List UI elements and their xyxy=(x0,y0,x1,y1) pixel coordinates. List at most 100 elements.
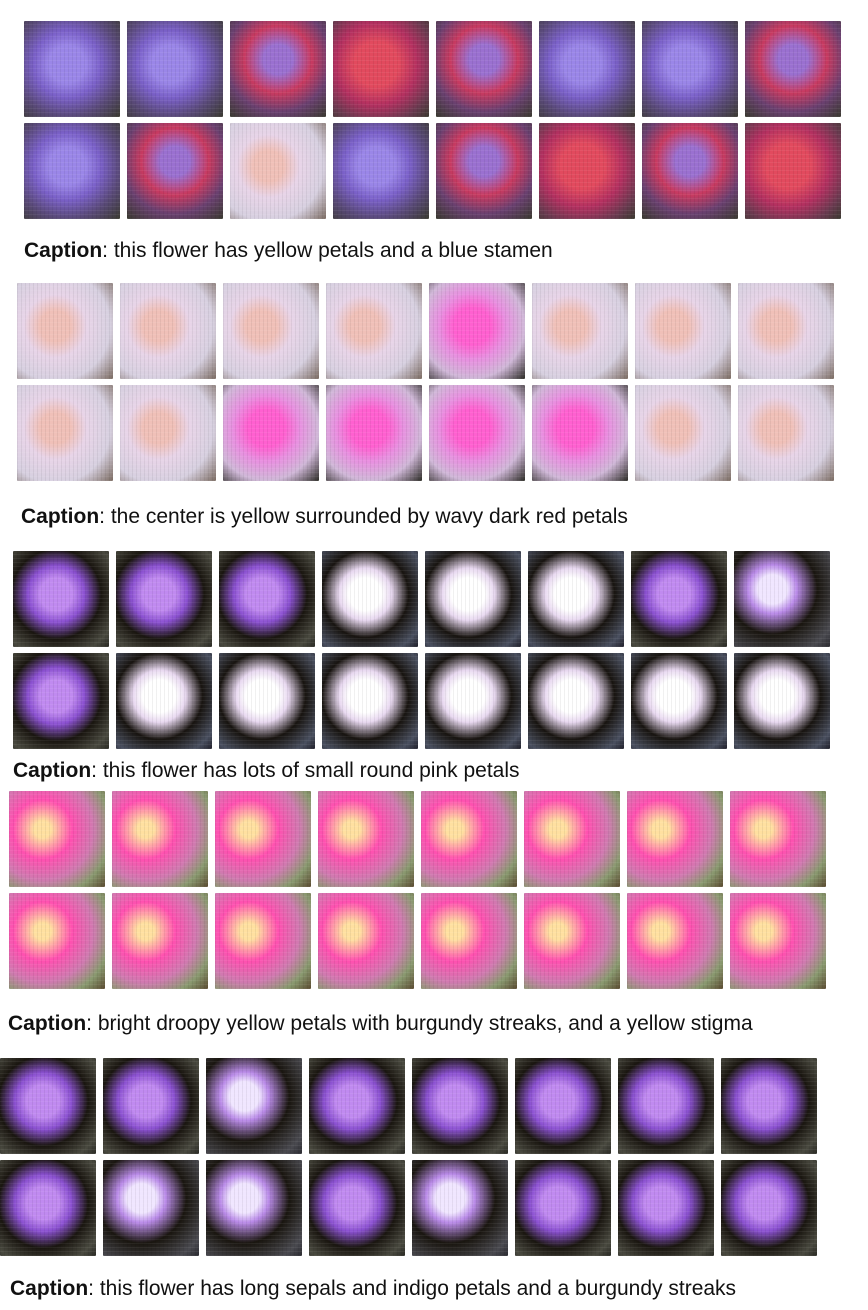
generated-flower-image xyxy=(528,551,624,647)
generated-flower-image xyxy=(318,791,414,887)
caption-label: Caption xyxy=(24,239,102,262)
generated-flower-image xyxy=(515,1058,611,1154)
image-grid xyxy=(24,21,841,219)
generated-flower-image xyxy=(322,653,418,749)
generated-flower-image xyxy=(532,283,628,379)
generated-flower-image xyxy=(539,123,635,219)
generated-flower-image xyxy=(116,653,212,749)
generated-flower-image xyxy=(631,551,727,647)
generated-flower-image xyxy=(326,283,422,379)
generated-flower-image xyxy=(631,653,727,749)
generated-flower-image xyxy=(333,21,429,117)
generated-flower-image xyxy=(309,1058,405,1154)
generated-flower-image xyxy=(24,21,120,117)
generated-flower-image xyxy=(721,1160,817,1256)
generated-flower-image xyxy=(528,653,624,749)
generated-flower-image xyxy=(0,1058,96,1154)
generated-flower-image xyxy=(103,1058,199,1154)
generated-flower-image xyxy=(24,123,120,219)
caption-label: Caption xyxy=(21,505,99,528)
generated-flower-image xyxy=(127,21,223,117)
generated-flower-image xyxy=(215,893,311,989)
generated-flower-image xyxy=(721,1058,817,1154)
caption: Caption: this flower has long sepals and… xyxy=(10,1276,736,1302)
caption: Caption: this flower has yellow petals a… xyxy=(24,238,553,264)
generated-flower-image xyxy=(738,385,834,481)
generated-flower-image xyxy=(206,1058,302,1154)
generated-flower-image xyxy=(532,385,628,481)
generated-flower-image xyxy=(9,893,105,989)
generated-flower-image xyxy=(230,21,326,117)
caption-text: : this flower has lots of small round pi… xyxy=(91,759,519,782)
generated-flower-image xyxy=(618,1160,714,1256)
generated-flower-image xyxy=(618,1058,714,1154)
generated-flower-image xyxy=(425,551,521,647)
generated-flower-image xyxy=(627,893,723,989)
generated-flower-image xyxy=(730,893,826,989)
generated-flower-image xyxy=(412,1160,508,1256)
generated-flower-image xyxy=(13,551,109,647)
generated-flower-image xyxy=(745,123,841,219)
image-grid xyxy=(17,283,834,481)
generated-flower-image xyxy=(223,385,319,481)
generated-flower-image xyxy=(412,1058,508,1154)
image-grid xyxy=(9,791,826,989)
caption-text: : bright droopy yellow petals with burgu… xyxy=(86,1012,753,1035)
generated-flower-image xyxy=(421,791,517,887)
generated-flower-image xyxy=(223,283,319,379)
generated-flower-image xyxy=(524,791,620,887)
generated-flower-image xyxy=(17,385,113,481)
generated-flower-image xyxy=(116,551,212,647)
generated-flower-image xyxy=(219,551,315,647)
generated-flower-image xyxy=(436,21,532,117)
generated-flower-image xyxy=(730,791,826,887)
generated-flower-image xyxy=(309,1160,405,1256)
generated-flower-image xyxy=(9,791,105,887)
generated-flower-image xyxy=(429,385,525,481)
generated-flower-image xyxy=(627,791,723,887)
generated-flower-image xyxy=(13,653,109,749)
generated-flower-image xyxy=(734,551,830,647)
caption-label: Caption xyxy=(8,1012,86,1035)
generated-flower-image xyxy=(429,283,525,379)
generated-flower-image xyxy=(230,123,326,219)
generated-flower-image xyxy=(326,385,422,481)
generated-flower-image xyxy=(215,791,311,887)
generated-flower-image xyxy=(421,893,517,989)
caption-label: Caption xyxy=(10,1277,88,1300)
caption-label: Caption xyxy=(13,759,91,782)
generated-flower-image xyxy=(112,791,208,887)
generated-flower-image xyxy=(112,893,208,989)
caption-text: : the center is yellow surrounded by wav… xyxy=(99,505,628,528)
generated-flower-image xyxy=(515,1160,611,1256)
generated-flower-image xyxy=(642,123,738,219)
generated-flower-image xyxy=(425,653,521,749)
caption: Caption: the center is yellow surrounded… xyxy=(21,504,628,530)
generated-flower-image xyxy=(333,123,429,219)
generated-flower-image xyxy=(635,283,731,379)
generated-flower-image xyxy=(120,385,216,481)
generated-flower-image xyxy=(322,551,418,647)
generated-flower-image xyxy=(17,283,113,379)
generated-flower-image xyxy=(318,893,414,989)
generated-flower-image xyxy=(635,385,731,481)
caption-text: : this flower has long sepals and indigo… xyxy=(88,1277,736,1300)
image-grid xyxy=(0,1058,817,1256)
generated-flower-image xyxy=(539,21,635,117)
caption-text: : this flower has yellow petals and a bl… xyxy=(102,239,553,262)
generated-flower-image xyxy=(206,1160,302,1256)
generated-flower-image xyxy=(120,283,216,379)
generated-flower-image xyxy=(103,1160,199,1256)
generated-flower-image xyxy=(219,653,315,749)
image-grid xyxy=(13,551,830,749)
generated-flower-image xyxy=(0,1160,96,1256)
generated-flower-image xyxy=(436,123,532,219)
caption: Caption: this flower has lots of small r… xyxy=(13,758,520,784)
generated-flower-image xyxy=(734,653,830,749)
generated-flower-image xyxy=(127,123,223,219)
generated-flower-image xyxy=(745,21,841,117)
caption: Caption: bright droopy yellow petals wit… xyxy=(8,1011,753,1037)
generated-flower-image xyxy=(524,893,620,989)
generated-flower-image xyxy=(738,283,834,379)
generated-flower-image xyxy=(642,21,738,117)
